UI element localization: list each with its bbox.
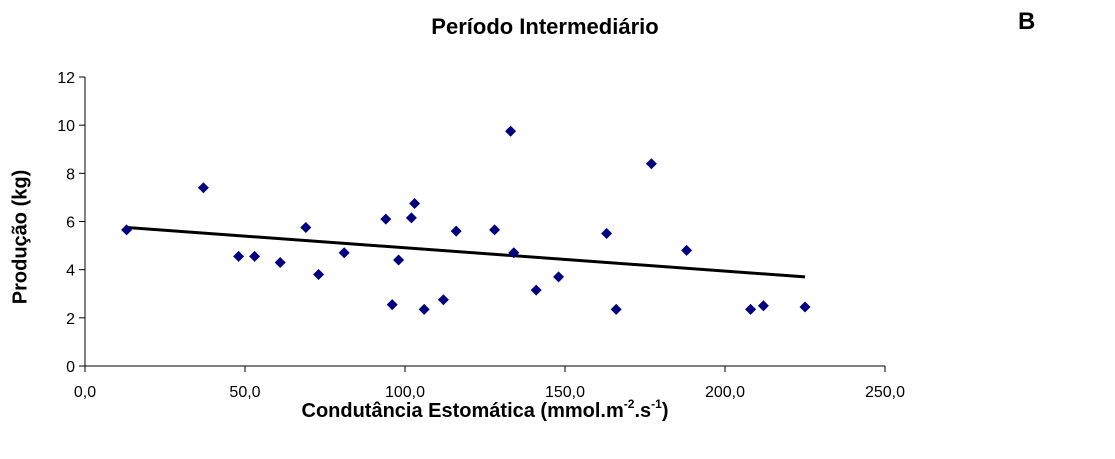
data-point xyxy=(553,271,565,283)
y-tick-label: 2 xyxy=(66,311,75,328)
y-tick-label: 8 xyxy=(66,166,75,183)
data-point xyxy=(386,299,398,311)
data-point xyxy=(601,228,613,240)
panel-label: B xyxy=(1018,8,1036,35)
y-tick-label: 0 xyxy=(66,359,75,376)
data-point xyxy=(681,244,693,256)
y-tick-label: 10 xyxy=(57,118,75,135)
data-point xyxy=(799,301,811,313)
x-tick-label: 150,0 xyxy=(545,384,585,401)
data-point xyxy=(437,294,449,306)
data-point xyxy=(313,268,325,280)
x-axis-label-sup2: -1 xyxy=(651,397,662,411)
data-point xyxy=(233,250,245,262)
data-point xyxy=(645,158,657,170)
x-axis-label: Condutância Estomática (mmol.m-2.s-1) xyxy=(85,397,885,423)
x-tick-label: 100,0 xyxy=(385,384,425,401)
data-point xyxy=(745,303,757,315)
x-axis-label-main: Condutância Estomática (mmol.m xyxy=(301,400,624,422)
data-point xyxy=(610,303,622,315)
data-point xyxy=(197,182,209,194)
data-point xyxy=(505,125,517,137)
data-point xyxy=(418,303,430,315)
data-point xyxy=(274,256,286,268)
data-point xyxy=(757,300,769,312)
x-axis-label-end: ) xyxy=(661,400,669,422)
y-tick-label: 6 xyxy=(66,215,75,232)
data-point xyxy=(508,247,520,259)
y-tick-label: 4 xyxy=(66,263,75,280)
data-point xyxy=(489,224,501,236)
x-axis-label-mid: .s xyxy=(634,400,652,422)
x-tick-label: 250,0 xyxy=(865,384,905,401)
data-point xyxy=(338,247,350,259)
trend-line xyxy=(126,226,806,279)
data-point xyxy=(393,254,405,266)
x-tick-label: 50,0 xyxy=(229,384,260,401)
data-point xyxy=(409,197,421,209)
x-tick-label: 200,0 xyxy=(705,384,745,401)
data-point xyxy=(405,212,417,224)
x-tick-label: 0,0 xyxy=(74,384,96,401)
chart-title: Período Intermediário xyxy=(431,14,659,39)
data-point xyxy=(380,213,392,225)
data-point xyxy=(530,284,542,296)
y-tick-label: 12 xyxy=(57,70,75,87)
data-point xyxy=(300,222,312,234)
data-point xyxy=(121,224,133,236)
data-point xyxy=(450,225,462,237)
data-point xyxy=(249,250,261,262)
x-axis-label-sup1: -2 xyxy=(623,397,635,411)
